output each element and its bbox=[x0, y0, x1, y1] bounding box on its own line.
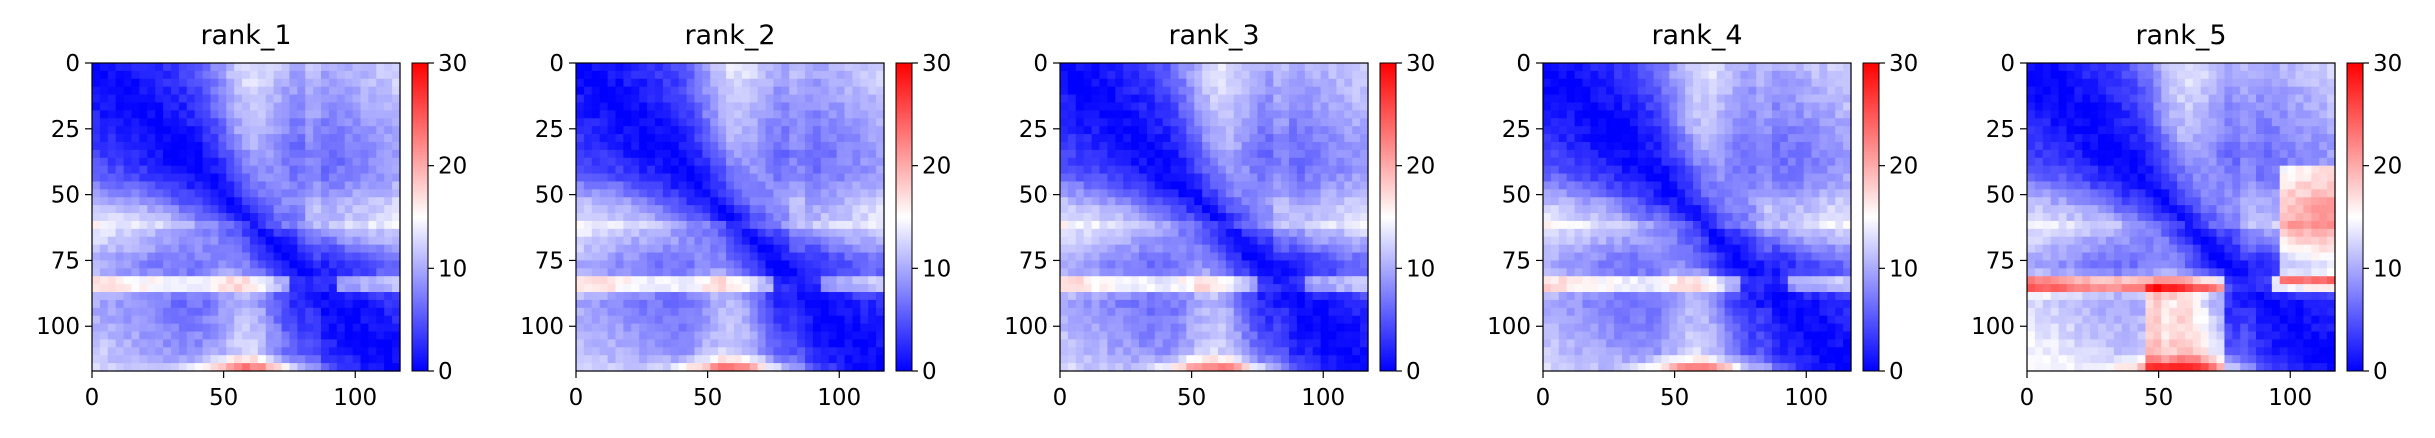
x-tick-label: 100 bbox=[817, 385, 861, 411]
panel-1: rank_1 0 25 50 75 100 0 50 100 0 10 20 30 bbox=[36, 20, 467, 411]
y-tick-label: 50 bbox=[51, 183, 80, 209]
panel-5: rank_5 0 25 50 75 100 0 50 100 0 10 20 30 bbox=[1971, 20, 2402, 411]
colorbar-tick-label: 20 bbox=[1889, 154, 1918, 180]
y-tick-label: 75 bbox=[535, 248, 564, 274]
colorbar-tick-label: 0 bbox=[2373, 359, 2388, 385]
y-tick-label: 75 bbox=[1502, 248, 1531, 274]
y-tick-label: 25 bbox=[1019, 117, 1048, 143]
axes-frame bbox=[1059, 62, 1369, 372]
y-tick-label: 100 bbox=[520, 314, 564, 340]
colorbar-tick-label: 20 bbox=[1406, 154, 1435, 180]
y-tick-label: 75 bbox=[1019, 248, 1048, 274]
colorbar-tick-label: 10 bbox=[1406, 256, 1435, 282]
x-tick-label: 0 bbox=[85, 385, 100, 411]
colorbar-tick-label: 20 bbox=[438, 154, 467, 180]
x-tick-label: 100 bbox=[333, 385, 377, 411]
colorbar-tick-label: 0 bbox=[1889, 359, 1904, 385]
y-tick-label: 0 bbox=[1033, 51, 1048, 77]
y-tick-label: 100 bbox=[1487, 314, 1531, 340]
colorbar-tick-label: 30 bbox=[2373, 51, 2402, 77]
colorbar-tick-label: 20 bbox=[2373, 154, 2402, 180]
colorbar-tick-label: 20 bbox=[922, 154, 951, 180]
heatmap-cells bbox=[576, 63, 885, 372]
y-tick-label: 25 bbox=[1986, 117, 2015, 143]
heatmap-cells bbox=[1060, 63, 1369, 372]
panel-3: rank_3 0 25 50 75 100 0 50 100 0 10 20 30 bbox=[1004, 20, 1435, 411]
colorbar-tick-label: 30 bbox=[438, 51, 467, 77]
panel-title: rank_2 bbox=[684, 20, 775, 51]
panel-4: rank_4 0 25 50 75 100 0 50 100 0 10 20 30 bbox=[1487, 20, 1918, 411]
colorbar-tick-label: 30 bbox=[922, 51, 951, 77]
y-tick-label: 25 bbox=[1502, 117, 1531, 143]
y-tick-label: 75 bbox=[1986, 248, 2015, 274]
colorbar-tick-label: 0 bbox=[922, 359, 937, 385]
x-tick-label: 50 bbox=[2144, 385, 2173, 411]
x-tick-label: 50 bbox=[1660, 385, 1689, 411]
x-tick-label: 50 bbox=[1177, 385, 1206, 411]
colorbar bbox=[895, 62, 913, 372]
y-tick-label: 25 bbox=[51, 117, 80, 143]
axes-frame bbox=[1542, 62, 1852, 372]
x-tick-label: 100 bbox=[2268, 385, 2312, 411]
y-tick-label: 75 bbox=[51, 248, 80, 274]
x-tick-label: 0 bbox=[1536, 385, 1551, 411]
colorbar-tick-label: 10 bbox=[1889, 256, 1918, 282]
y-tick-label: 0 bbox=[549, 51, 564, 77]
panel-title: rank_4 bbox=[1651, 20, 1742, 51]
colorbar-tick-label: 30 bbox=[1889, 51, 1918, 77]
panel-title: rank_3 bbox=[1168, 20, 1259, 51]
x-tick-label: 0 bbox=[2020, 385, 2035, 411]
colorbar bbox=[1862, 62, 1880, 372]
x-tick-label: 50 bbox=[209, 385, 238, 411]
panel-title: rank_1 bbox=[200, 20, 291, 51]
axes-frame bbox=[2026, 62, 2336, 372]
axes-frame bbox=[575, 62, 885, 372]
x-tick-label: 0 bbox=[569, 385, 584, 411]
x-tick-label: 50 bbox=[693, 385, 722, 411]
y-tick-label: 0 bbox=[2000, 51, 2015, 77]
x-tick-label: 0 bbox=[1053, 385, 1068, 411]
y-tick-label: 100 bbox=[36, 314, 80, 340]
y-tick-label: 25 bbox=[535, 117, 564, 143]
colorbar-tick-label: 0 bbox=[438, 359, 453, 385]
colorbar-tick-label: 10 bbox=[922, 256, 951, 282]
y-tick-label: 0 bbox=[1516, 51, 1531, 77]
colorbar bbox=[1379, 62, 1397, 372]
y-tick-label: 100 bbox=[1004, 314, 1048, 340]
y-tick-label: 50 bbox=[1986, 183, 2015, 209]
y-tick-label: 100 bbox=[1971, 314, 2015, 340]
colorbar bbox=[2346, 62, 2364, 372]
y-tick-label: 50 bbox=[1019, 183, 1048, 209]
colorbar-tick-label: 0 bbox=[1406, 359, 1421, 385]
y-tick-label: 50 bbox=[535, 183, 564, 209]
colorbar-tick-label: 30 bbox=[1406, 51, 1435, 77]
panel-title: rank_5 bbox=[2135, 20, 2226, 51]
colorbar bbox=[411, 62, 429, 372]
colorbar-tick-label: 10 bbox=[2373, 256, 2402, 282]
panel-2: rank_2 0 25 50 75 100 0 50 100 0 10 20 30 bbox=[520, 20, 951, 411]
axes-frame bbox=[91, 62, 401, 372]
heatmap-cells bbox=[2027, 63, 2336, 372]
y-tick-label: 0 bbox=[65, 51, 80, 77]
colorbar-tick-label: 10 bbox=[438, 256, 467, 282]
x-tick-label: 100 bbox=[1784, 385, 1828, 411]
y-tick-label: 50 bbox=[1502, 183, 1531, 209]
heatmap-cells bbox=[1543, 63, 1852, 372]
heatmap-cells bbox=[92, 63, 401, 372]
x-tick-label: 100 bbox=[1301, 385, 1345, 411]
